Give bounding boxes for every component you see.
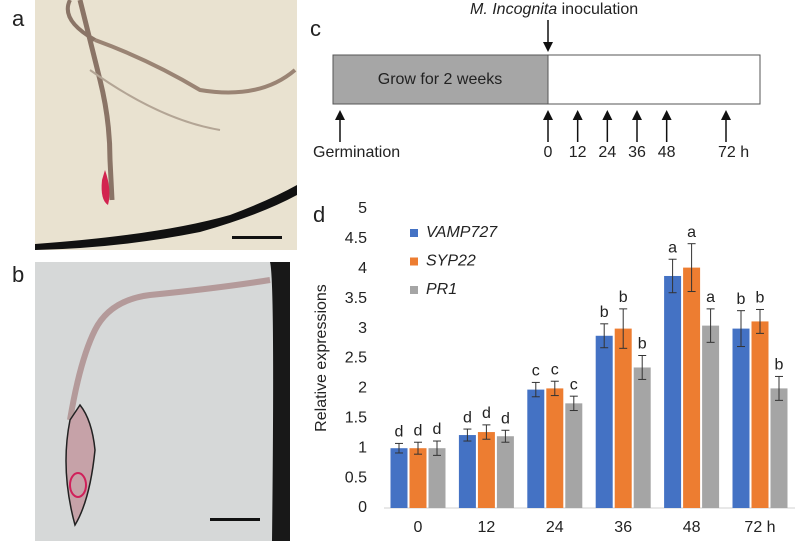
significance-letter: b xyxy=(638,336,647,353)
significance-letter: b xyxy=(756,290,765,307)
species: M. Incognita xyxy=(470,1,557,18)
x-tick-label: 48 xyxy=(683,519,701,536)
y-tick-label: 3 xyxy=(358,320,367,337)
significance-letter: c xyxy=(570,376,578,393)
legend-swatch xyxy=(410,257,418,266)
significance-letter: b xyxy=(600,304,609,321)
y-tick-label: 1 xyxy=(358,439,367,456)
bar xyxy=(458,435,476,508)
micrograph-a xyxy=(35,0,297,250)
bar xyxy=(390,448,408,508)
arrow-head xyxy=(721,110,731,120)
y-tick-label: 3.5 xyxy=(345,290,367,307)
significance-letter: d xyxy=(395,424,404,441)
bar xyxy=(664,275,682,508)
bar xyxy=(409,448,427,508)
bar xyxy=(496,436,514,508)
bar xyxy=(477,432,495,508)
significance-letter: d xyxy=(501,410,510,427)
micrograph-b xyxy=(35,262,290,541)
significance-letter: d xyxy=(433,421,442,438)
legend-label: PR1 xyxy=(426,281,457,298)
y-tick-label: 2 xyxy=(358,380,367,397)
significance-letter: a xyxy=(668,239,677,256)
bar xyxy=(614,328,632,508)
bar xyxy=(732,328,750,508)
germination-label: Germination xyxy=(313,144,400,161)
panel-label: a xyxy=(12,6,25,31)
bar xyxy=(565,403,583,508)
significance-letter: d xyxy=(414,422,423,439)
arrow-head xyxy=(572,110,583,120)
timeline-box xyxy=(547,54,761,105)
time-label: 24 xyxy=(598,144,616,161)
legend-label: VAMP727 xyxy=(426,224,498,241)
bar xyxy=(546,388,564,508)
bar xyxy=(595,335,613,508)
growth-box xyxy=(332,54,549,105)
bar xyxy=(751,321,769,508)
legend-label: SYP22 xyxy=(426,253,476,270)
x-tick-label: 24 xyxy=(546,519,564,536)
y-tick-label: 2.5 xyxy=(345,350,367,367)
bar xyxy=(633,367,651,508)
arrow-head xyxy=(543,110,553,120)
bar xyxy=(527,389,545,508)
panel-label: c xyxy=(310,16,321,41)
x-tick-label: 0 xyxy=(414,519,423,536)
time-label: 0 xyxy=(544,144,553,161)
significance-letter: d xyxy=(463,409,472,426)
y-tick-label: 0.5 xyxy=(345,469,367,486)
arrow-head xyxy=(661,110,672,120)
bar xyxy=(683,267,701,508)
time-label: 12 xyxy=(569,144,587,161)
y-tick-label: 1.5 xyxy=(345,410,367,427)
y-tick-label: 4 xyxy=(358,260,367,277)
inoculation-label: M. Incognita inoculation xyxy=(470,1,638,18)
x-tick-label: 72 h xyxy=(744,519,775,536)
y-tick-label: 0 xyxy=(358,499,367,516)
time-label: 36 xyxy=(628,144,646,161)
y-tick-label: 5 xyxy=(358,200,367,217)
time-label: 48 xyxy=(658,144,676,161)
y-tick-label: 4.5 xyxy=(345,230,367,247)
significance-letter: b xyxy=(775,357,784,374)
arrow-head xyxy=(632,110,642,120)
significance-letter: c xyxy=(532,363,540,380)
bar xyxy=(428,448,446,508)
legend-swatch xyxy=(410,229,418,237)
time-label: 72 h xyxy=(718,144,749,161)
bar xyxy=(770,388,788,508)
significance-letter: c xyxy=(551,361,559,378)
significance-letter: a xyxy=(687,224,696,241)
arrow-head xyxy=(543,42,553,52)
significance-letter: b xyxy=(619,289,628,306)
y-axis-label: Relative expressions xyxy=(313,284,330,432)
panel-label: d xyxy=(313,202,325,227)
arrow-head xyxy=(602,110,613,120)
significance-letter: b xyxy=(737,291,746,308)
x-tick-label: 12 xyxy=(478,519,496,536)
legend-swatch xyxy=(410,286,418,294)
arrow-head xyxy=(335,110,345,120)
significance-letter: d xyxy=(482,405,491,422)
event: inoculation xyxy=(562,1,639,18)
panel-label: b xyxy=(12,262,24,287)
timeline-ticks: 0 12 24 36 48 72 h xyxy=(543,110,749,161)
x-tick-label: 36 xyxy=(614,519,632,536)
box-text: Grow for 2 weeks xyxy=(378,71,502,88)
bar xyxy=(702,325,720,508)
significance-letter: a xyxy=(706,289,715,306)
